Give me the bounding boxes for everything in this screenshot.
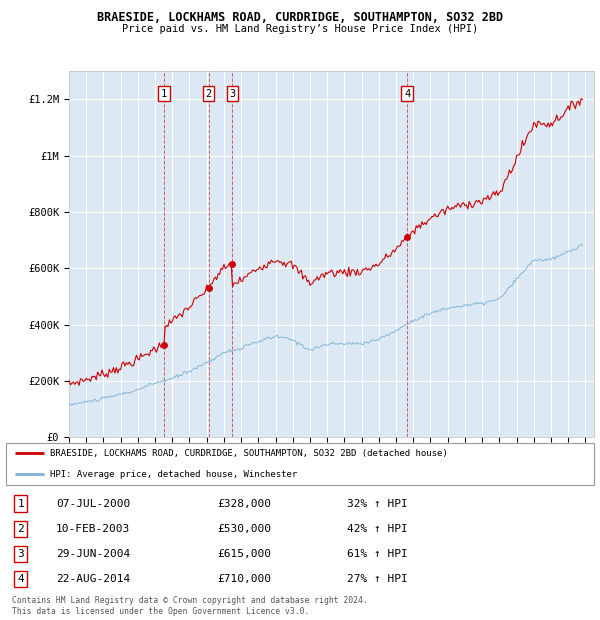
Text: 61% ↑ HPI: 61% ↑ HPI bbox=[347, 549, 408, 559]
Text: 10-FEB-2003: 10-FEB-2003 bbox=[56, 524, 130, 534]
Text: 2: 2 bbox=[205, 89, 212, 99]
Text: 2: 2 bbox=[17, 524, 24, 534]
Text: Contains HM Land Registry data © Crown copyright and database right 2024.
This d: Contains HM Land Registry data © Crown c… bbox=[12, 596, 368, 616]
Text: HPI: Average price, detached house, Winchester: HPI: Average price, detached house, Winc… bbox=[50, 470, 298, 479]
Text: 27% ↑ HPI: 27% ↑ HPI bbox=[347, 574, 408, 584]
Text: BRAESIDE, LOCKHAMS ROAD, CURDRIDGE, SOUTHAMPTON, SO32 2BD: BRAESIDE, LOCKHAMS ROAD, CURDRIDGE, SOUT… bbox=[97, 11, 503, 24]
Text: 1: 1 bbox=[161, 89, 167, 99]
Text: BRAESIDE, LOCKHAMS ROAD, CURDRIDGE, SOUTHAMPTON, SO32 2BD (detached house): BRAESIDE, LOCKHAMS ROAD, CURDRIDGE, SOUT… bbox=[50, 449, 448, 458]
Text: 4: 4 bbox=[404, 89, 410, 99]
Text: 22-AUG-2014: 22-AUG-2014 bbox=[56, 574, 130, 584]
Text: 4: 4 bbox=[17, 574, 24, 584]
Text: 1: 1 bbox=[17, 498, 24, 508]
Text: 07-JUL-2000: 07-JUL-2000 bbox=[56, 498, 130, 508]
Text: Price paid vs. HM Land Registry’s House Price Index (HPI): Price paid vs. HM Land Registry’s House … bbox=[122, 24, 478, 33]
Text: 32% ↑ HPI: 32% ↑ HPI bbox=[347, 498, 408, 508]
Text: £530,000: £530,000 bbox=[218, 524, 272, 534]
Text: 42% ↑ HPI: 42% ↑ HPI bbox=[347, 524, 408, 534]
Text: 3: 3 bbox=[229, 89, 235, 99]
Text: £615,000: £615,000 bbox=[218, 549, 272, 559]
Text: £710,000: £710,000 bbox=[218, 574, 272, 584]
Text: 3: 3 bbox=[17, 549, 24, 559]
Text: 29-JUN-2004: 29-JUN-2004 bbox=[56, 549, 130, 559]
Text: £328,000: £328,000 bbox=[218, 498, 272, 508]
